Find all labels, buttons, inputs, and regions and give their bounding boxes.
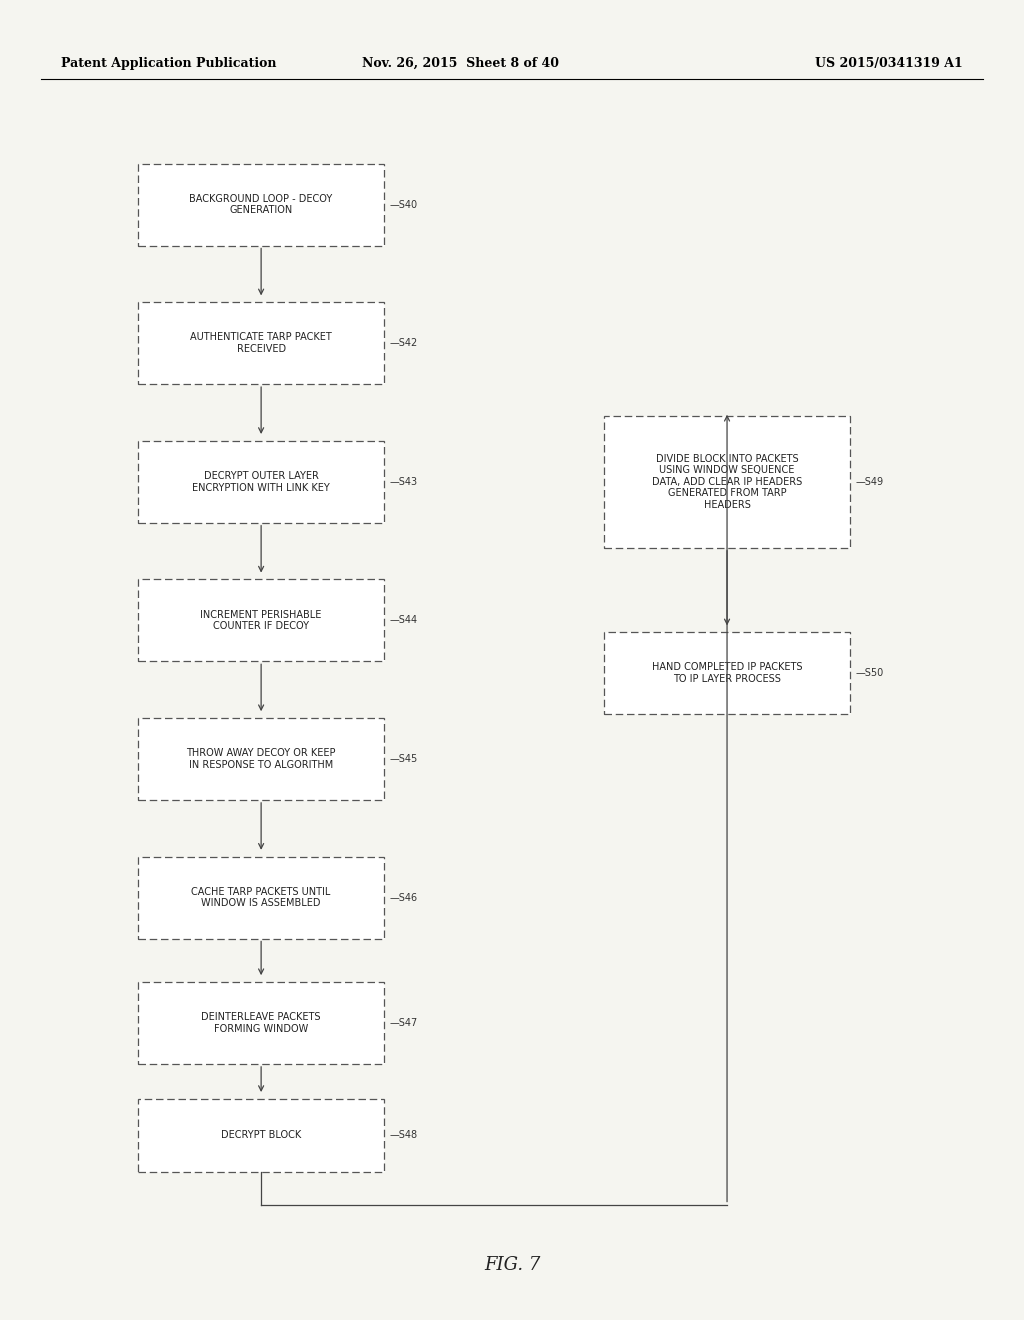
Text: Nov. 26, 2015  Sheet 8 of 40: Nov. 26, 2015 Sheet 8 of 40 — [362, 57, 559, 70]
Bar — [138, 857, 384, 939]
Text: —S42: —S42 — [389, 338, 418, 348]
Text: —S50: —S50 — [855, 668, 884, 678]
Text: US 2015/0341319 A1: US 2015/0341319 A1 — [815, 57, 963, 70]
Bar — [138, 982, 384, 1064]
Text: —S40: —S40 — [389, 199, 417, 210]
Text: —S43: —S43 — [389, 477, 417, 487]
Text: —S44: —S44 — [389, 615, 417, 626]
Text: DEINTERLEAVE PACKETS
FORMING WINDOW: DEINTERLEAVE PACKETS FORMING WINDOW — [202, 1012, 321, 1034]
Bar — [138, 718, 384, 800]
Text: —S47: —S47 — [389, 1018, 418, 1028]
Text: —S49: —S49 — [855, 477, 883, 487]
Text: —S45: —S45 — [389, 754, 418, 764]
Text: DIVIDE BLOCK INTO PACKETS
USING WINDOW SEQUENCE
DATA, ADD CLEAR IP HEADERS
GENER: DIVIDE BLOCK INTO PACKETS USING WINDOW S… — [652, 454, 802, 510]
Text: THROW AWAY DECOY OR KEEP
IN RESPONSE TO ALGORITHM: THROW AWAY DECOY OR KEEP IN RESPONSE TO … — [186, 748, 336, 770]
Text: —S48: —S48 — [389, 1130, 417, 1140]
Bar — [138, 302, 384, 384]
Text: DECRYPT BLOCK: DECRYPT BLOCK — [221, 1130, 301, 1140]
Text: FIG. 7: FIG. 7 — [483, 1255, 541, 1274]
Bar — [138, 164, 384, 246]
Bar — [604, 632, 850, 714]
Text: AUTHENTICATE TARP PACKET
RECEIVED: AUTHENTICATE TARP PACKET RECEIVED — [190, 333, 332, 354]
Text: Patent Application Publication: Patent Application Publication — [61, 57, 276, 70]
Text: INCREMENT PERISHABLE
COUNTER IF DECOY: INCREMENT PERISHABLE COUNTER IF DECOY — [201, 610, 322, 631]
Bar — [138, 1098, 384, 1172]
Bar — [138, 441, 384, 523]
Text: CACHE TARP PACKETS UNTIL
WINDOW IS ASSEMBLED: CACHE TARP PACKETS UNTIL WINDOW IS ASSEM… — [191, 887, 331, 908]
Text: DECRYPT OUTER LAYER
ENCRYPTION WITH LINK KEY: DECRYPT OUTER LAYER ENCRYPTION WITH LINK… — [193, 471, 330, 492]
Text: BACKGROUND LOOP - DECOY
GENERATION: BACKGROUND LOOP - DECOY GENERATION — [189, 194, 333, 215]
Text: HAND COMPLETED IP PACKETS
TO IP LAYER PROCESS: HAND COMPLETED IP PACKETS TO IP LAYER PR… — [652, 663, 802, 684]
Text: —S46: —S46 — [389, 892, 417, 903]
Bar — [138, 579, 384, 661]
Bar — [604, 416, 850, 548]
